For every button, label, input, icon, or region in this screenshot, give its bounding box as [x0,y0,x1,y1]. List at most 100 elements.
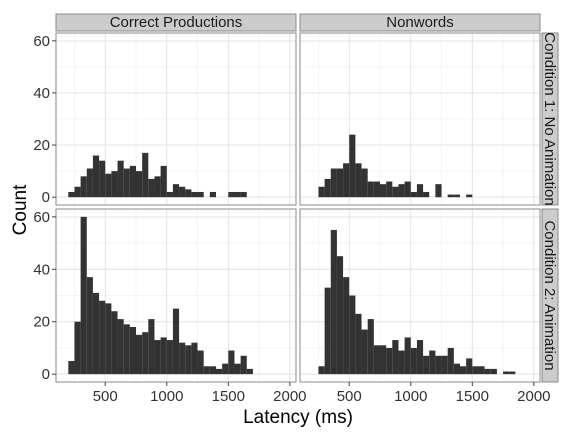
histogram-bar [191,342,198,375]
histogram-bar [398,184,405,198]
histogram-bar [361,329,368,375]
y-tick-label: 60 [33,33,50,50]
histogram-bar [416,184,424,198]
histogram-bar [355,163,362,198]
histogram-bar [160,337,167,375]
histogram-bar [209,366,216,375]
histogram-bar [86,168,93,198]
histogram-bar [509,371,516,375]
histogram-bar [197,191,204,198]
panel-nonwords-condition-2-animation [299,208,541,383]
histogram-bar [490,368,497,375]
histogram-bar [172,308,180,375]
histogram-bar [74,186,81,198]
histogram-bar [136,171,143,198]
histogram-bar [185,345,192,375]
histogram-bar [148,178,155,198]
histogram-bar [105,303,112,375]
panel-border [55,208,297,383]
histogram-bar [410,347,417,375]
histogram-bar [197,350,204,375]
histogram-bar [92,155,100,198]
y-tick-label: 0 [42,366,50,383]
histogram-bar [453,194,460,198]
axes-layer: 0 20 40 60 0 20 40 60 500 1000 1500 2000 500 1000 1500… [33,33,550,405]
histogram-bar [222,363,229,375]
column-strip [55,13,297,32]
histogram-bar [392,186,399,198]
histogram-bar [86,277,93,375]
histogram-bar [324,178,331,198]
histogram-bar [460,366,467,375]
histogram-bar [111,171,118,198]
histogram-bar [166,340,173,375]
histogram-bar [380,345,387,375]
histogram-bar [441,355,448,375]
histogram-bar [447,347,454,375]
panel-correct-productions-condition-1-no-animation [55,32,297,206]
x-tick-label: 1000 [394,388,427,405]
histogram-bar [234,191,241,198]
histogram-bar [410,191,417,198]
row-strip-label-condition-2-animation: Condition 2: Animation [541,220,558,370]
column-strip [299,13,541,32]
histogram-bar [435,184,442,198]
histogram-bar [154,340,161,375]
histogram-bar [68,191,75,198]
histogram-bar [416,340,424,375]
row-strip [541,32,559,206]
histogram-bar [447,194,454,198]
histogram-bar [166,191,173,198]
histogram-bar [136,334,143,375]
panels-layer [55,32,541,383]
panel-border [299,32,541,206]
row-strip-label-condition-1-no-animation: Condition 1: No Animation [541,32,558,205]
histogram-bar [191,191,198,198]
x-tick-label: 1500 [456,388,489,405]
column-strip-label-nonwords: Nonwords [386,14,454,31]
histogram-bar [172,184,180,198]
histogram-bar [361,168,368,198]
histogram-bar [466,358,473,375]
strips-layer: Correct Productions Nonwords Condition 1: … [55,13,559,383]
histogram-bar [423,355,430,375]
histogram-bar [185,189,192,198]
histogram-bar [349,134,356,198]
histogram-bar [478,366,485,375]
histogram-bar [246,368,253,375]
y-tick-label: 40 [33,261,50,278]
histogram-bar [142,152,149,198]
histogram-bar [105,173,112,198]
histogram-bar [367,319,374,375]
histogram-bar [68,361,75,375]
panel-border [299,208,541,383]
histogram-bar [74,321,81,375]
histogram-bar [423,191,430,198]
histogram-bar [404,337,411,375]
panel-border [55,32,297,206]
histogram-bar [318,366,325,375]
y-axis-title: Count [10,184,31,235]
histogram-bar [99,160,106,198]
histogram-bar [398,350,405,375]
histogram-bar [179,186,186,198]
histogram-bar [429,350,436,375]
histogram-bar [503,371,510,375]
histogram-bar [240,355,247,375]
histogram-bar [343,163,350,198]
histogram-bar [466,194,473,198]
y-tick-label: 0 [42,189,50,206]
x-tick-label: 2000 [273,388,306,405]
histogram-bar [123,324,130,375]
panel-correct-productions-condition-2-animation [55,208,297,383]
histogram-bar [216,368,223,375]
y-tick-label: 20 [33,314,50,331]
x-tick-label: 2000 [517,388,550,405]
histogram-bar [336,168,344,198]
histogram-bar [129,165,136,198]
histogram-bar [117,319,124,375]
y-tick-label: 40 [33,85,50,102]
row-strip [541,208,559,383]
histogram-bar [373,181,380,198]
